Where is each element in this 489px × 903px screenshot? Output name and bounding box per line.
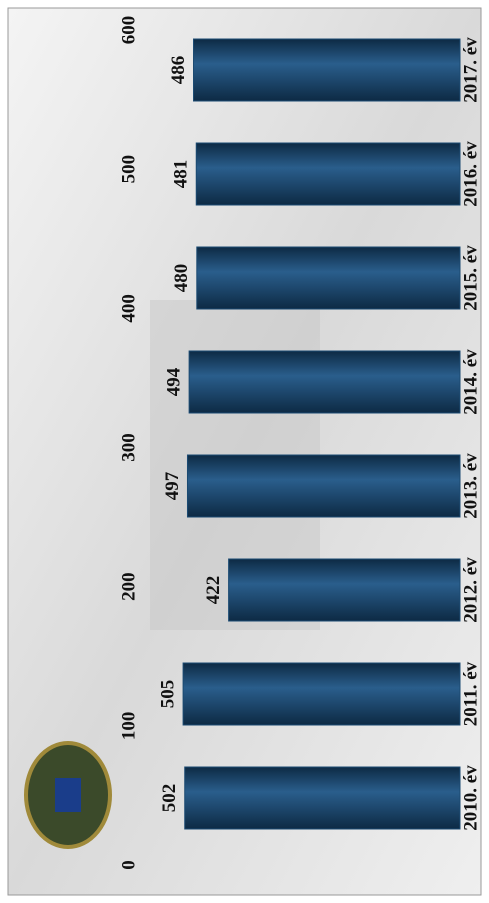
x-tick-label: 2016. év: [460, 141, 481, 207]
x-tick-label: 2012. év: [460, 557, 481, 623]
y-tick-label: 500: [118, 155, 139, 184]
value-label: 486: [168, 56, 189, 85]
x-tick-label: 2015. év: [460, 245, 481, 311]
value-label: 502: [159, 784, 180, 813]
bar: [228, 558, 461, 622]
value-label: 505: [157, 680, 178, 709]
y-tick-label: 400: [118, 294, 139, 323]
bar: [196, 246, 461, 310]
bar: [195, 142, 461, 206]
bar: [188, 350, 461, 414]
y-tick-label: 0: [118, 860, 139, 870]
value-label: 422: [203, 576, 224, 605]
x-tick-label: 2017. év: [460, 37, 481, 103]
x-tick-label: 2011. év: [460, 661, 481, 726]
value-label: 480: [171, 264, 192, 293]
bar: [184, 766, 461, 830]
police-logo: [24, 741, 112, 849]
value-label: 481: [171, 160, 192, 189]
y-tick-label: 300: [118, 433, 139, 462]
x-tick-label: 2014. év: [460, 349, 481, 415]
bar: [182, 662, 461, 726]
y-tick-label: 200: [118, 572, 139, 601]
x-tick-label: 2013. év: [460, 453, 481, 519]
value-label: 497: [162, 471, 183, 500]
value-label: 494: [163, 367, 184, 396]
y-tick-label: 600: [118, 16, 139, 45]
x-tick-label: 2010. év: [460, 765, 481, 831]
y-tick-label: 100: [118, 712, 139, 741]
bar: [193, 38, 461, 102]
bar: [186, 454, 461, 518]
